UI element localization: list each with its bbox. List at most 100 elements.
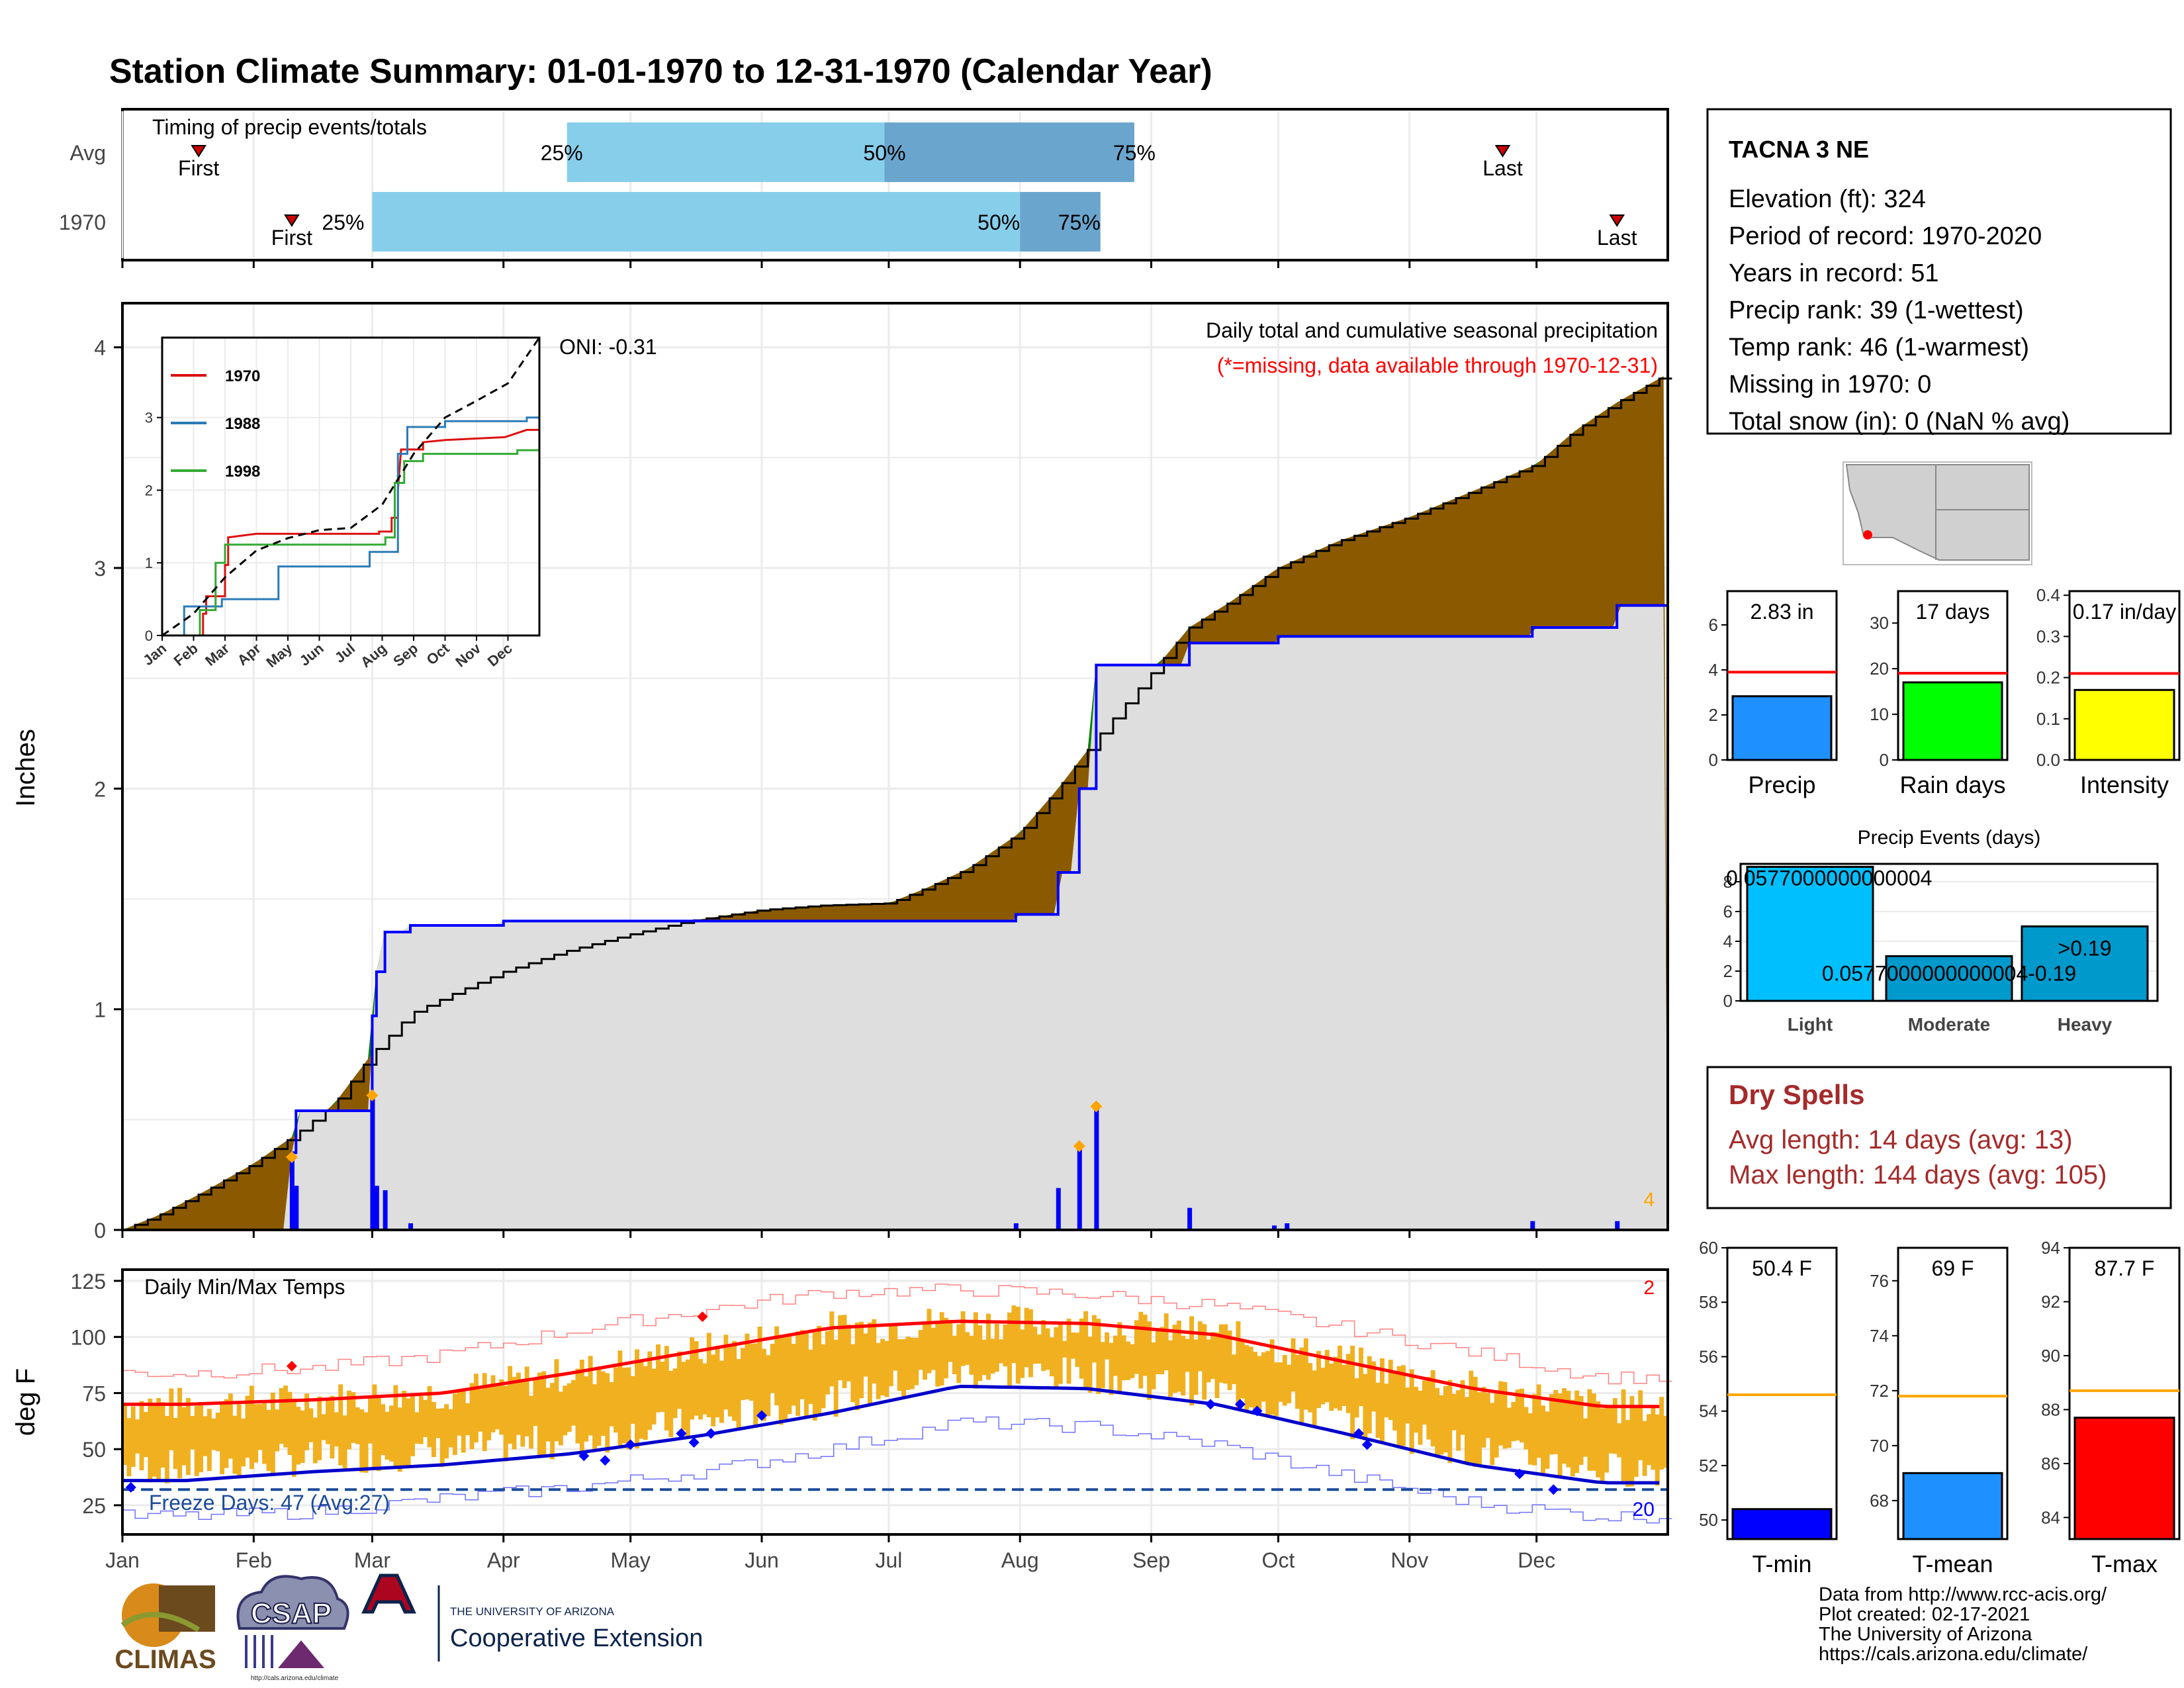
mini-panel-value-label: 69 F <box>1931 1256 1974 1280</box>
month-x-label: May <box>610 1548 650 1572</box>
daily-temp-range-bar <box>1134 1320 1139 1374</box>
daily-precip-bar <box>408 1223 414 1230</box>
daily-temp-range-bar <box>275 1409 280 1452</box>
daily-precip-bar <box>1530 1221 1535 1230</box>
daily-temp-range-bar <box>1464 1397 1469 1462</box>
daily-temp-range-bar <box>287 1391 293 1455</box>
daily-temp-range-bar <box>563 1385 568 1436</box>
inset-series-avg <box>161 337 541 637</box>
daily-temp-range-bar <box>715 1346 720 1418</box>
timing-row-1970: 1970 <box>59 211 106 234</box>
daily-temp-range-bar <box>1460 1380 1465 1435</box>
daily-temp-range-bar <box>909 1337 915 1389</box>
daily-temp-range-bar <box>135 1419 140 1454</box>
daily-temp-range-bar <box>999 1339 1004 1364</box>
csap-mountain-shape <box>278 1640 324 1668</box>
daily-temp-range-bar <box>465 1403 471 1436</box>
daily-temp-range-bar <box>863 1333 868 1377</box>
daily-temp-range-bar <box>270 1392 275 1475</box>
daily-temp-range-bar <box>1041 1320 1046 1372</box>
daily-temp-range-bar <box>1345 1354 1351 1413</box>
temp-frame <box>121 1268 1669 1536</box>
daily-temp-range-bar <box>600 1371 606 1436</box>
mini-panel-y-label: 84 <box>2041 1507 2060 1527</box>
daily-temp-range-bar <box>1248 1346 1253 1407</box>
daily-temp-range-bar <box>1324 1350 1330 1403</box>
record-cold-marker <box>1548 1484 1559 1495</box>
daily-temp-range-bar <box>283 1385 288 1448</box>
mini-panel-y-label: 0.3 <box>2036 626 2060 646</box>
daily-temp-range-bar <box>761 1348 766 1421</box>
daily-temp-range-bar <box>482 1373 487 1452</box>
daily-temp-range-bar <box>567 1383 572 1432</box>
record-hot-marker <box>286 1360 297 1372</box>
daily-temp-range-bar <box>778 1335 784 1425</box>
daily-temp-range-bar <box>457 1389 462 1436</box>
daily-temp-range-bar <box>1155 1329 1160 1374</box>
timing-first-marker <box>284 214 300 227</box>
daily-temp-range-bar <box>139 1401 144 1471</box>
record-cold-marker <box>705 1428 717 1439</box>
daily-temp-range-bar <box>981 1339 987 1376</box>
daily-temp-range-bar <box>745 1333 750 1399</box>
daily-temp-range-bar <box>220 1404 225 1475</box>
daily-temp-range-bar <box>1527 1413 1533 1465</box>
timing-last-label: Last <box>1482 156 1523 180</box>
daily-temp-range-bar <box>1189 1316 1195 1406</box>
events-category-label: Heavy <box>2058 1014 2113 1035</box>
csap-url: http://cals.arizona.edu/climate <box>251 1675 339 1682</box>
daily-temp-range-bar <box>1511 1401 1516 1442</box>
daily-temp-range-bar <box>635 1349 639 1448</box>
daily-temp-range-bar <box>355 1407 360 1444</box>
events-category-label: Moderate <box>1908 1014 1990 1035</box>
daily-temp-range-bar <box>787 1336 792 1415</box>
daily-temp-range-bar <box>1451 1393 1457 1430</box>
mini-panel-bar <box>2073 1417 2175 1540</box>
daily-temp-range-bar <box>803 1333 809 1419</box>
credit-line: Plot created: 02-17-2021 <box>1819 1604 2030 1625</box>
precip-frame <box>121 302 1669 1231</box>
daily-temp-range-bar <box>410 1395 415 1456</box>
mini-panel-y-label: 0 <box>1880 750 1889 770</box>
mini-panel-y-label: 76 <box>1870 1271 1889 1291</box>
timing-last-marker <box>1494 145 1511 158</box>
daily-temp-range-bar <box>639 1360 644 1439</box>
daily-temp-range-bar <box>1299 1347 1304 1423</box>
mini-panel-y-label: 56 <box>1699 1346 1718 1366</box>
daily-temp-range-bar <box>1430 1370 1435 1447</box>
daily-temp-range-bar <box>1020 1329 1025 1378</box>
daily-temp-range-bar <box>1392 1372 1398 1430</box>
daily-temp-range-bar <box>432 1401 436 1458</box>
daily-temp-range-bar <box>681 1362 686 1430</box>
mini-panel-name: T-min <box>1752 1550 1812 1577</box>
daily-temp-range-bar <box>304 1393 309 1450</box>
climas-wordmark: CLIMAS <box>114 1645 216 1674</box>
mini-panel-bar <box>1902 681 2003 761</box>
daily-temp-range-bar <box>376 1397 381 1472</box>
timing-label-75: 75% <box>1113 141 1156 165</box>
daily-temp-range-bar <box>1278 1362 1283 1402</box>
daily-temp-range-bar <box>1638 1390 1643 1460</box>
daily-temp-range-bar <box>766 1355 771 1417</box>
daily-temp-range-bar <box>1498 1381 1504 1446</box>
daily-temp-range-bar <box>732 1340 737 1421</box>
inset-legend-label: 1998 <box>225 463 260 481</box>
temp-corner-bottom: 20 <box>1633 1499 1655 1521</box>
mini-panel-y-label: 54 <box>1699 1401 1718 1421</box>
station-info-line: Temp rank: 46 (1-warmest) <box>1729 334 2029 361</box>
daily-temp-range-bar <box>494 1383 500 1430</box>
daily-temp-range-bar <box>1117 1322 1122 1393</box>
temp-y-tick-label: 75 <box>82 1382 106 1405</box>
month-x-label: Oct <box>1262 1548 1295 1572</box>
daily-temp-range-bar <box>978 1325 983 1382</box>
daily-temp-range-bar <box>927 1309 932 1374</box>
daily-temp-range-bar <box>1477 1391 1482 1466</box>
daily-temp-range-bar <box>1236 1321 1241 1409</box>
record-high-line <box>122 1284 1672 1385</box>
daily-temp-range-bar <box>1583 1418 1588 1457</box>
precip-avg-line <box>122 377 1672 1231</box>
daily-temp-range-bar <box>1384 1383 1389 1418</box>
daily-temp-range-bar <box>1240 1340 1245 1399</box>
inset-y-tick-label: 2 <box>145 482 153 498</box>
daily-temp-range-bar <box>199 1402 204 1473</box>
